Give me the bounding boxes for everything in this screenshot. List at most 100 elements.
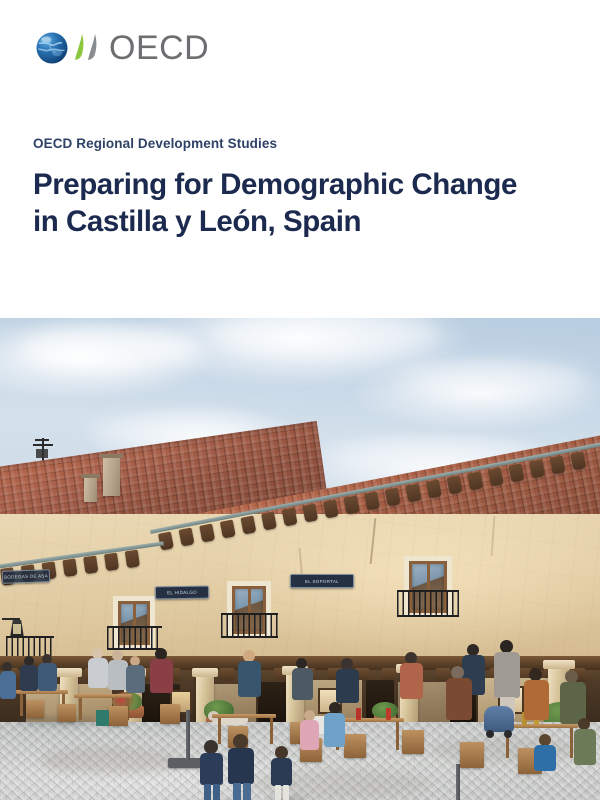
umbrella-pole bbox=[186, 710, 190, 760]
shrub bbox=[372, 702, 398, 718]
railing-bars bbox=[221, 613, 278, 638]
person-torso bbox=[574, 729, 596, 765]
swoosh-icon bbox=[72, 29, 105, 67]
child-jacket bbox=[228, 748, 254, 784]
weather-vane-arm bbox=[35, 439, 49, 441]
cover-photo: EL HIDALGO EL SOPORTAL BODEGAS DE ASA bbox=[0, 318, 600, 800]
person-head bbox=[155, 648, 167, 660]
cafe-table bbox=[74, 694, 132, 698]
corbel bbox=[529, 459, 546, 479]
railing-bottom bbox=[221, 636, 278, 638]
person-head bbox=[565, 670, 578, 683]
railing-bars bbox=[6, 636, 54, 658]
beam-end bbox=[436, 668, 450, 681]
corbel bbox=[83, 555, 99, 575]
child-head bbox=[204, 740, 218, 754]
railing-bars bbox=[397, 590, 459, 617]
child-head bbox=[275, 746, 288, 759]
person-head bbox=[243, 650, 255, 662]
series-label: OECD Regional Development Studies bbox=[33, 136, 278, 151]
railing-bars bbox=[107, 626, 162, 650]
railing-top bbox=[6, 636, 54, 638]
balcony-railing bbox=[221, 613, 278, 638]
table-leg bbox=[218, 718, 221, 744]
shop-sign-center-text: EL SOPORTAL bbox=[305, 578, 339, 584]
person-head bbox=[500, 640, 513, 653]
person-torso bbox=[238, 661, 261, 697]
person-jacket bbox=[524, 680, 549, 720]
child-head bbox=[233, 734, 248, 749]
child-legs bbox=[213, 784, 220, 800]
person-torso bbox=[20, 665, 38, 691]
cafe-stool bbox=[460, 742, 484, 768]
person-coat bbox=[494, 652, 520, 698]
cafe-table bbox=[212, 714, 276, 718]
corbel bbox=[425, 479, 442, 499]
person-torso bbox=[300, 720, 319, 750]
drink-bottle bbox=[356, 708, 361, 720]
person-head bbox=[2, 662, 12, 672]
child-legs bbox=[283, 785, 289, 800]
corbel bbox=[124, 549, 141, 569]
person-head bbox=[130, 656, 140, 666]
ground-tint bbox=[40, 748, 180, 774]
person-head bbox=[341, 658, 353, 670]
balcony-railing bbox=[397, 590, 459, 617]
cafe-table bbox=[500, 724, 578, 728]
stroller-wheel bbox=[486, 730, 494, 738]
corbel bbox=[281, 507, 298, 527]
person-head bbox=[451, 666, 464, 679]
column-capital bbox=[543, 660, 575, 669]
person-torso bbox=[38, 663, 57, 691]
railing-top bbox=[107, 626, 162, 628]
corbel bbox=[508, 463, 525, 483]
person-torso bbox=[336, 669, 359, 703]
cafe-table bbox=[16, 690, 68, 694]
cafe-stool bbox=[26, 700, 44, 718]
beam-end bbox=[382, 668, 396, 681]
table-leg bbox=[506, 728, 509, 758]
window-mullion bbox=[248, 586, 251, 634]
person-torso bbox=[400, 663, 423, 699]
child-jacket bbox=[534, 745, 556, 771]
corbel bbox=[343, 495, 360, 515]
person-torso bbox=[88, 658, 108, 688]
corbel bbox=[446, 475, 463, 495]
person-head bbox=[42, 654, 52, 664]
cafe-stool bbox=[58, 704, 76, 722]
chimney-cap bbox=[81, 474, 100, 478]
beam-end bbox=[517, 668, 531, 681]
cafe-stool bbox=[108, 706, 128, 726]
chimney-cap bbox=[100, 454, 123, 458]
corbel bbox=[199, 523, 216, 543]
child-jacket bbox=[200, 753, 223, 785]
corbel bbox=[487, 467, 504, 487]
person-head bbox=[529, 668, 542, 681]
page-title: Preparing for Demographic Change in Cast… bbox=[33, 166, 573, 241]
railing-bottom bbox=[397, 615, 459, 617]
person-torso bbox=[126, 665, 145, 693]
weather-vane-flag bbox=[36, 449, 48, 458]
column-capital bbox=[56, 668, 82, 677]
shop-sign-far-right-text: BODEGAS DE ASA bbox=[3, 573, 49, 580]
person-head bbox=[304, 710, 315, 721]
person-head bbox=[405, 652, 417, 664]
globe-icon bbox=[33, 29, 71, 67]
table-leg bbox=[570, 728, 573, 758]
person-torso bbox=[150, 659, 173, 693]
chimney bbox=[103, 456, 120, 496]
child-legs bbox=[275, 785, 281, 800]
person-head bbox=[467, 644, 479, 656]
cafe-stool bbox=[160, 704, 180, 724]
shop-sign-left-text: EL HIDALGO bbox=[167, 589, 197, 596]
ground-tint bbox=[430, 738, 580, 762]
weather-vane-arm bbox=[33, 444, 53, 446]
lamp-arm bbox=[2, 618, 20, 620]
child-head bbox=[539, 734, 551, 746]
person-torso bbox=[324, 713, 345, 747]
oecd-logo: OECD bbox=[33, 27, 209, 69]
person-torso bbox=[0, 671, 16, 699]
child-legs bbox=[204, 784, 211, 800]
table-leg bbox=[79, 698, 82, 720]
